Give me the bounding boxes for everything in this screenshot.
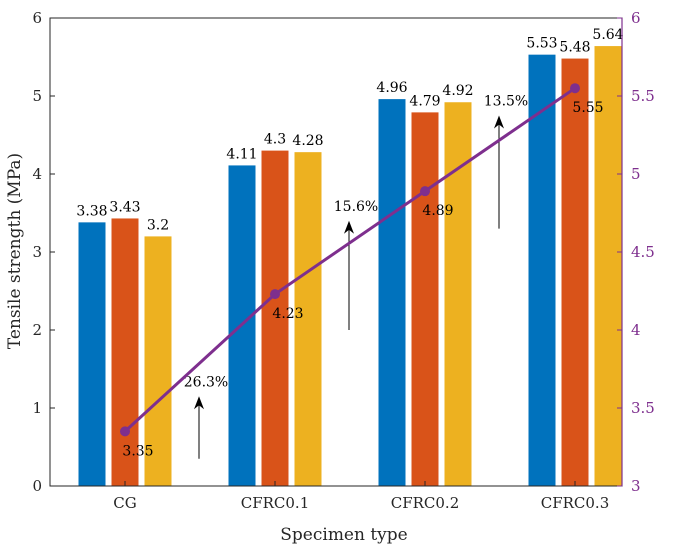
bar-label: 3.43 <box>109 199 140 215</box>
average-line <box>123 86 576 433</box>
bar-1-cfrc02 <box>378 99 406 487</box>
y-tick-label: 0 <box>32 477 42 495</box>
y2-tick-label: 3.5 <box>631 399 655 417</box>
growth-annotation: 15.6% <box>334 199 378 215</box>
bar-label: 4.3 <box>264 132 286 148</box>
y-tick-label: 6 <box>32 9 42 27</box>
bars-layer <box>78 46 622 487</box>
bar-label: 4.92 <box>442 83 473 99</box>
y2-tick-label: 3 <box>631 477 641 495</box>
bar-1-cg <box>78 222 106 487</box>
arrow-head <box>194 396 204 410</box>
average-label: 4.89 <box>422 203 453 219</box>
growth-annotation: 13.5% <box>484 94 528 110</box>
x-tick-label: CFRC0.2 <box>391 494 460 512</box>
y2-tick-label: 6 <box>631 9 641 27</box>
bar-label: 3.38 <box>76 203 107 219</box>
bar-label: 5.48 <box>559 40 590 56</box>
average-point <box>120 426 130 437</box>
average-line-layer: 3.35 4.23 4.89 5.55 <box>120 83 604 459</box>
bar-2-cfrc02 <box>411 112 439 486</box>
bar-3-cfrc02 <box>444 102 472 487</box>
y2-tick-label: 4.5 <box>631 243 655 261</box>
bar-label: 5.64 <box>592 27 623 43</box>
x-tick-label: CFRC0.1 <box>241 494 310 512</box>
y-tick-label: 4 <box>32 165 42 183</box>
bar-1-cfrc03 <box>528 54 556 486</box>
axes-layer: 0 1 2 3 4 5 6 3 3.5 4 4.5 5 5.5 6 CG CFRC0.1 CFRC0.2 CFRC… <box>32 9 654 512</box>
y-tick-label: 5 <box>32 87 42 105</box>
bar-2-cfrc01 <box>261 150 289 486</box>
bar-2-cg <box>111 218 139 486</box>
x-tick-label: CG <box>113 494 136 512</box>
average-point <box>420 186 430 197</box>
y2-tick-label: 4 <box>631 321 641 339</box>
bar-label: 4.96 <box>376 80 407 96</box>
bar-label: 4.28 <box>292 133 323 149</box>
arrow-head <box>344 220 354 234</box>
bar-label: 5.53 <box>526 36 557 52</box>
bar-labels-layer: 3.38 4.11 4.96 5.53 3.43 4.3 4.79 5.48 3.2 4.28 4.… <box>76 27 623 233</box>
bar-label: 3.2 <box>147 217 169 233</box>
x-axis-title: Specimen type <box>280 525 407 545</box>
growth-annotation: 26.3% <box>184 374 228 390</box>
average-point <box>570 83 580 94</box>
y-axis-title: Tensile strength (MPa) <box>5 153 25 349</box>
bar-3-cfrc01 <box>294 152 322 486</box>
bar-3-cfrc03 <box>594 46 622 486</box>
bar-label: 4.79 <box>409 93 440 109</box>
x-tick-label: CFRC0.3 <box>541 494 610 512</box>
average-label: 4.23 <box>272 306 303 322</box>
average-label: 5.55 <box>572 100 603 116</box>
bar-label: 4.11 <box>226 146 257 162</box>
y-tick-label: 2 <box>32 321 42 339</box>
bar-2-cfrc03 <box>561 58 589 487</box>
bar-3-cg <box>144 236 172 486</box>
average-point <box>270 289 280 300</box>
y-tick-label: 1 <box>32 399 42 417</box>
y-tick-label: 3 <box>32 243 42 261</box>
y2-tick-label: 5.5 <box>631 87 655 105</box>
average-label: 3.35 <box>122 443 153 459</box>
y2-tick-label: 5 <box>631 165 641 183</box>
arrow-head <box>494 115 504 129</box>
